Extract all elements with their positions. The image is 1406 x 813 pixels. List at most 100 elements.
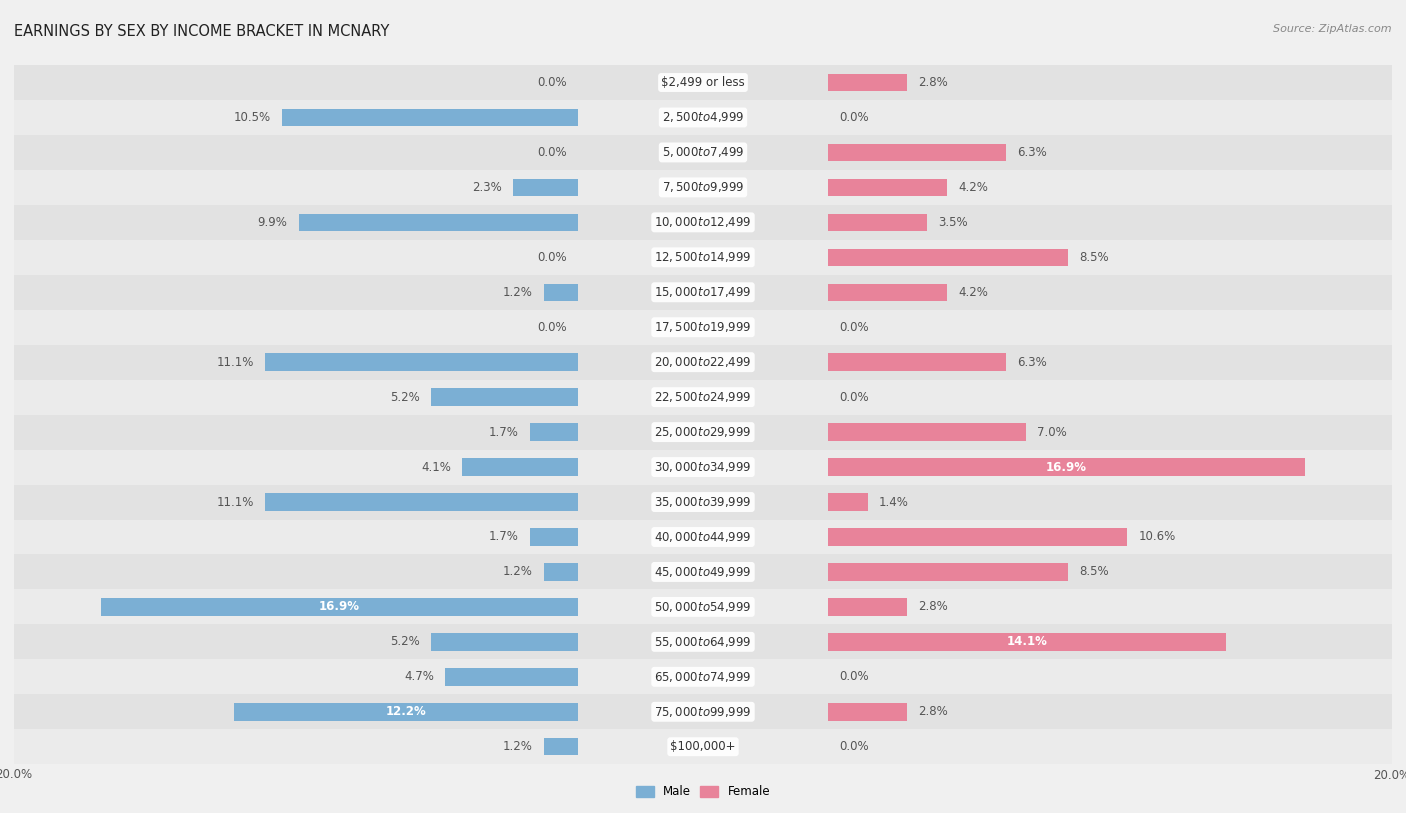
Bar [544,284,578,301]
Bar [828,74,907,91]
Text: 1.2%: 1.2% [503,566,533,578]
Bar [828,598,907,615]
Text: 5.2%: 5.2% [389,636,420,648]
Text: 0.0%: 0.0% [537,321,567,333]
Text: 5.2%: 5.2% [389,391,420,403]
Bar [0,694,1406,729]
Text: 0.0%: 0.0% [839,391,869,403]
Text: 4.2%: 4.2% [957,181,988,193]
Text: 0.0%: 0.0% [839,321,869,333]
Text: 10.6%: 10.6% [1139,531,1175,543]
Text: 3.5%: 3.5% [938,216,967,228]
Text: $7,500 to $9,999: $7,500 to $9,999 [662,180,744,194]
Bar [0,345,1406,380]
Text: 0.0%: 0.0% [537,251,567,263]
Bar [0,65,1406,100]
Bar [446,668,578,685]
Bar [432,389,578,406]
Bar [0,240,1406,275]
Text: 0.0%: 0.0% [839,111,869,124]
Bar [0,485,1406,520]
Bar [828,493,868,511]
Bar [0,415,1406,450]
Bar [0,589,1406,624]
Bar [828,354,1005,371]
Bar [0,485,1406,520]
Bar [0,415,1406,450]
Text: $100,000+: $100,000+ [671,741,735,753]
Text: $55,000 to $64,999: $55,000 to $64,999 [654,635,752,649]
Bar [828,633,1226,650]
Bar [828,249,1067,266]
Text: 2.8%: 2.8% [918,76,948,89]
Bar [0,659,1406,694]
Bar [0,659,1406,694]
Bar [0,380,1406,415]
Bar [0,554,1406,589]
Text: $45,000 to $49,999: $45,000 to $49,999 [654,565,752,579]
Bar [0,170,1406,205]
Bar [544,738,578,755]
Bar [0,589,1406,624]
Text: 0.0%: 0.0% [537,76,567,89]
Bar [463,459,578,476]
Text: 2.8%: 2.8% [918,706,948,718]
Bar [0,520,1406,554]
Bar [530,528,578,546]
Bar [0,450,1406,485]
Bar [0,485,1406,520]
Bar [0,624,1406,659]
Bar [513,179,578,196]
Text: $30,000 to $34,999: $30,000 to $34,999 [654,460,752,474]
Text: 16.9%: 16.9% [1046,461,1087,473]
Bar [0,240,1406,275]
Bar [0,554,1406,589]
Text: EARNINGS BY SEX BY INCOME BRACKET IN MCNARY: EARNINGS BY SEX BY INCOME BRACKET IN MCN… [14,24,389,39]
Text: $5,000 to $7,499: $5,000 to $7,499 [662,146,744,159]
Bar [298,214,578,231]
Bar [0,345,1406,380]
Text: $20,000 to $22,499: $20,000 to $22,499 [654,355,752,369]
Text: $75,000 to $99,999: $75,000 to $99,999 [654,705,752,719]
Text: 7.0%: 7.0% [1036,426,1067,438]
Bar [828,528,1128,546]
Text: 2.3%: 2.3% [472,181,502,193]
Text: 8.5%: 8.5% [1078,566,1109,578]
Bar [0,624,1406,659]
Text: 14.1%: 14.1% [1007,636,1047,648]
Text: 1.2%: 1.2% [503,741,533,753]
Text: 0.0%: 0.0% [537,146,567,159]
Bar [0,100,1406,135]
Text: $12,500 to $14,999: $12,500 to $14,999 [654,250,752,264]
Bar [0,310,1406,345]
Bar [0,624,1406,659]
Text: 11.1%: 11.1% [217,496,253,508]
Bar [828,144,1005,161]
Bar [544,563,578,580]
Text: $35,000 to $39,999: $35,000 to $39,999 [654,495,752,509]
Bar [828,214,927,231]
Bar [0,729,1406,764]
Text: 10.5%: 10.5% [233,111,270,124]
Bar [264,354,578,371]
Bar [0,170,1406,205]
Bar [0,380,1406,415]
Bar [0,275,1406,310]
Text: 8.5%: 8.5% [1078,251,1109,263]
Bar [0,520,1406,554]
Text: 2.8%: 2.8% [918,601,948,613]
Bar [0,135,1406,170]
Bar [0,380,1406,415]
Text: 6.3%: 6.3% [1017,356,1047,368]
Text: $2,499 or less: $2,499 or less [661,76,745,89]
Bar [0,520,1406,554]
Bar [0,659,1406,694]
Text: $40,000 to $44,999: $40,000 to $44,999 [654,530,752,544]
Text: $22,500 to $24,999: $22,500 to $24,999 [654,390,752,404]
Bar [0,135,1406,170]
Bar [432,633,578,650]
Bar [0,275,1406,310]
Bar [0,450,1406,485]
Bar [0,694,1406,729]
Text: 0.0%: 0.0% [839,741,869,753]
